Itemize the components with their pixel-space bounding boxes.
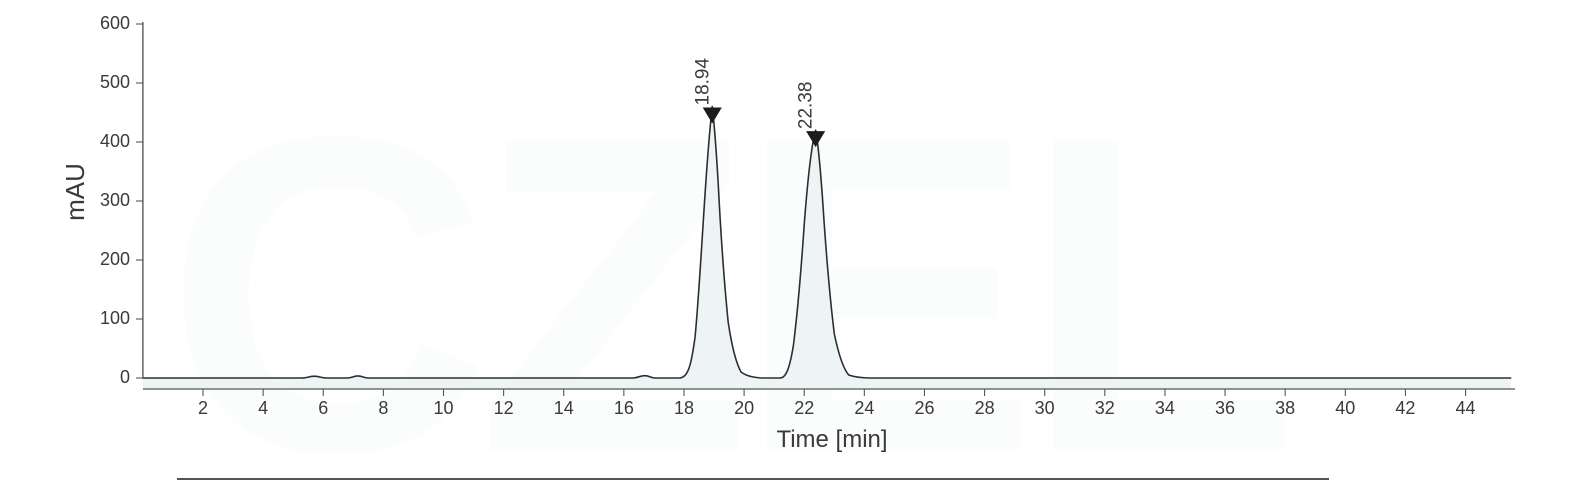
svg-text:0: 0 bbox=[120, 367, 130, 387]
svg-text:16: 16 bbox=[614, 398, 634, 418]
svg-text:CZEL: CZEL bbox=[165, 44, 1290, 485]
svg-text:40: 40 bbox=[1335, 398, 1355, 418]
svg-text:34: 34 bbox=[1155, 398, 1175, 418]
svg-text:18: 18 bbox=[674, 398, 694, 418]
svg-text:Time [min]: Time [min] bbox=[776, 426, 887, 453]
svg-text:400: 400 bbox=[100, 131, 130, 151]
svg-text:500: 500 bbox=[100, 72, 130, 92]
svg-text:300: 300 bbox=[100, 190, 130, 210]
svg-text:20: 20 bbox=[734, 398, 754, 418]
svg-text:32: 32 bbox=[1095, 398, 1115, 418]
svg-text:6: 6 bbox=[318, 398, 328, 418]
svg-text:28: 28 bbox=[975, 398, 995, 418]
svg-text:100: 100 bbox=[100, 308, 130, 328]
svg-text:10: 10 bbox=[433, 398, 453, 418]
svg-text:26: 26 bbox=[914, 398, 934, 418]
svg-text:44: 44 bbox=[1456, 398, 1476, 418]
svg-text:200: 200 bbox=[100, 249, 130, 269]
svg-text:mAU: mAU bbox=[60, 163, 90, 221]
svg-text:18.94: 18.94 bbox=[692, 58, 713, 106]
svg-text:600: 600 bbox=[100, 13, 130, 33]
svg-text:42: 42 bbox=[1395, 398, 1415, 418]
svg-text:14: 14 bbox=[554, 398, 574, 418]
svg-text:2: 2 bbox=[198, 398, 208, 418]
svg-text:36: 36 bbox=[1215, 398, 1235, 418]
svg-text:22: 22 bbox=[794, 398, 814, 418]
svg-text:4: 4 bbox=[258, 398, 268, 418]
svg-text:8: 8 bbox=[378, 398, 388, 418]
svg-text:38: 38 bbox=[1275, 398, 1295, 418]
svg-text:12: 12 bbox=[494, 398, 514, 418]
svg-text:22.38: 22.38 bbox=[796, 82, 817, 130]
svg-text:30: 30 bbox=[1035, 398, 1055, 418]
svg-text:24: 24 bbox=[854, 398, 874, 418]
